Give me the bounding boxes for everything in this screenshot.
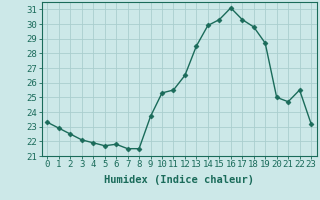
X-axis label: Humidex (Indice chaleur): Humidex (Indice chaleur) <box>104 175 254 185</box>
